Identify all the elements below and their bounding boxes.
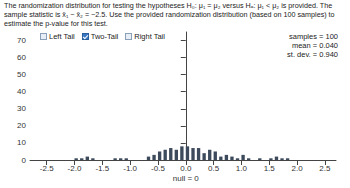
html-text:Right Tail: Right Tail	[134, 32, 165, 41]
svg-text:60: 60	[17, 53, 26, 62]
html-text:Left Tail: Left Tail	[49, 32, 75, 41]
svg-text:1.5: 1.5	[264, 164, 276, 173]
html-text:Two-Tail: Two-Tail	[90, 32, 119, 41]
html-text:mean = 0.040: mean = 0.040	[291, 41, 338, 50]
html-text:The randomization distribution: The randomization distribution for testi…	[4, 1, 335, 28]
html-text:samples = 100: samples = 100	[289, 32, 338, 41]
svg-text:50: 50	[17, 70, 26, 79]
svg-text:-0.5: -0.5	[151, 164, 165, 173]
svg-text:0.5: 0.5	[208, 164, 220, 173]
svg-text:-1.0: -1.0	[123, 164, 137, 173]
svg-text:70: 70	[17, 36, 26, 45]
svg-text:10: 10	[17, 138, 26, 147]
svg-text:20: 20	[17, 121, 26, 130]
svg-text:-2.5: -2.5	[40, 164, 54, 173]
html-text:st. dev. = 0.940: st. dev. = 0.940	[287, 50, 338, 59]
svg-text:30: 30	[17, 104, 26, 113]
svg-text:40: 40	[17, 87, 26, 96]
svg-text:2.5: 2.5	[319, 164, 331, 173]
svg-text:0: 0	[22, 156, 27, 165]
svg-text:null = 0: null = 0	[173, 174, 200, 183]
svg-text:2.0: 2.0	[291, 164, 303, 173]
svg-text:0.0: 0.0	[180, 164, 192, 173]
svg-text:-2.0: -2.0	[68, 164, 82, 173]
svg-text:1.0: 1.0	[236, 164, 248, 173]
svg-text:-1.5: -1.5	[95, 164, 109, 173]
